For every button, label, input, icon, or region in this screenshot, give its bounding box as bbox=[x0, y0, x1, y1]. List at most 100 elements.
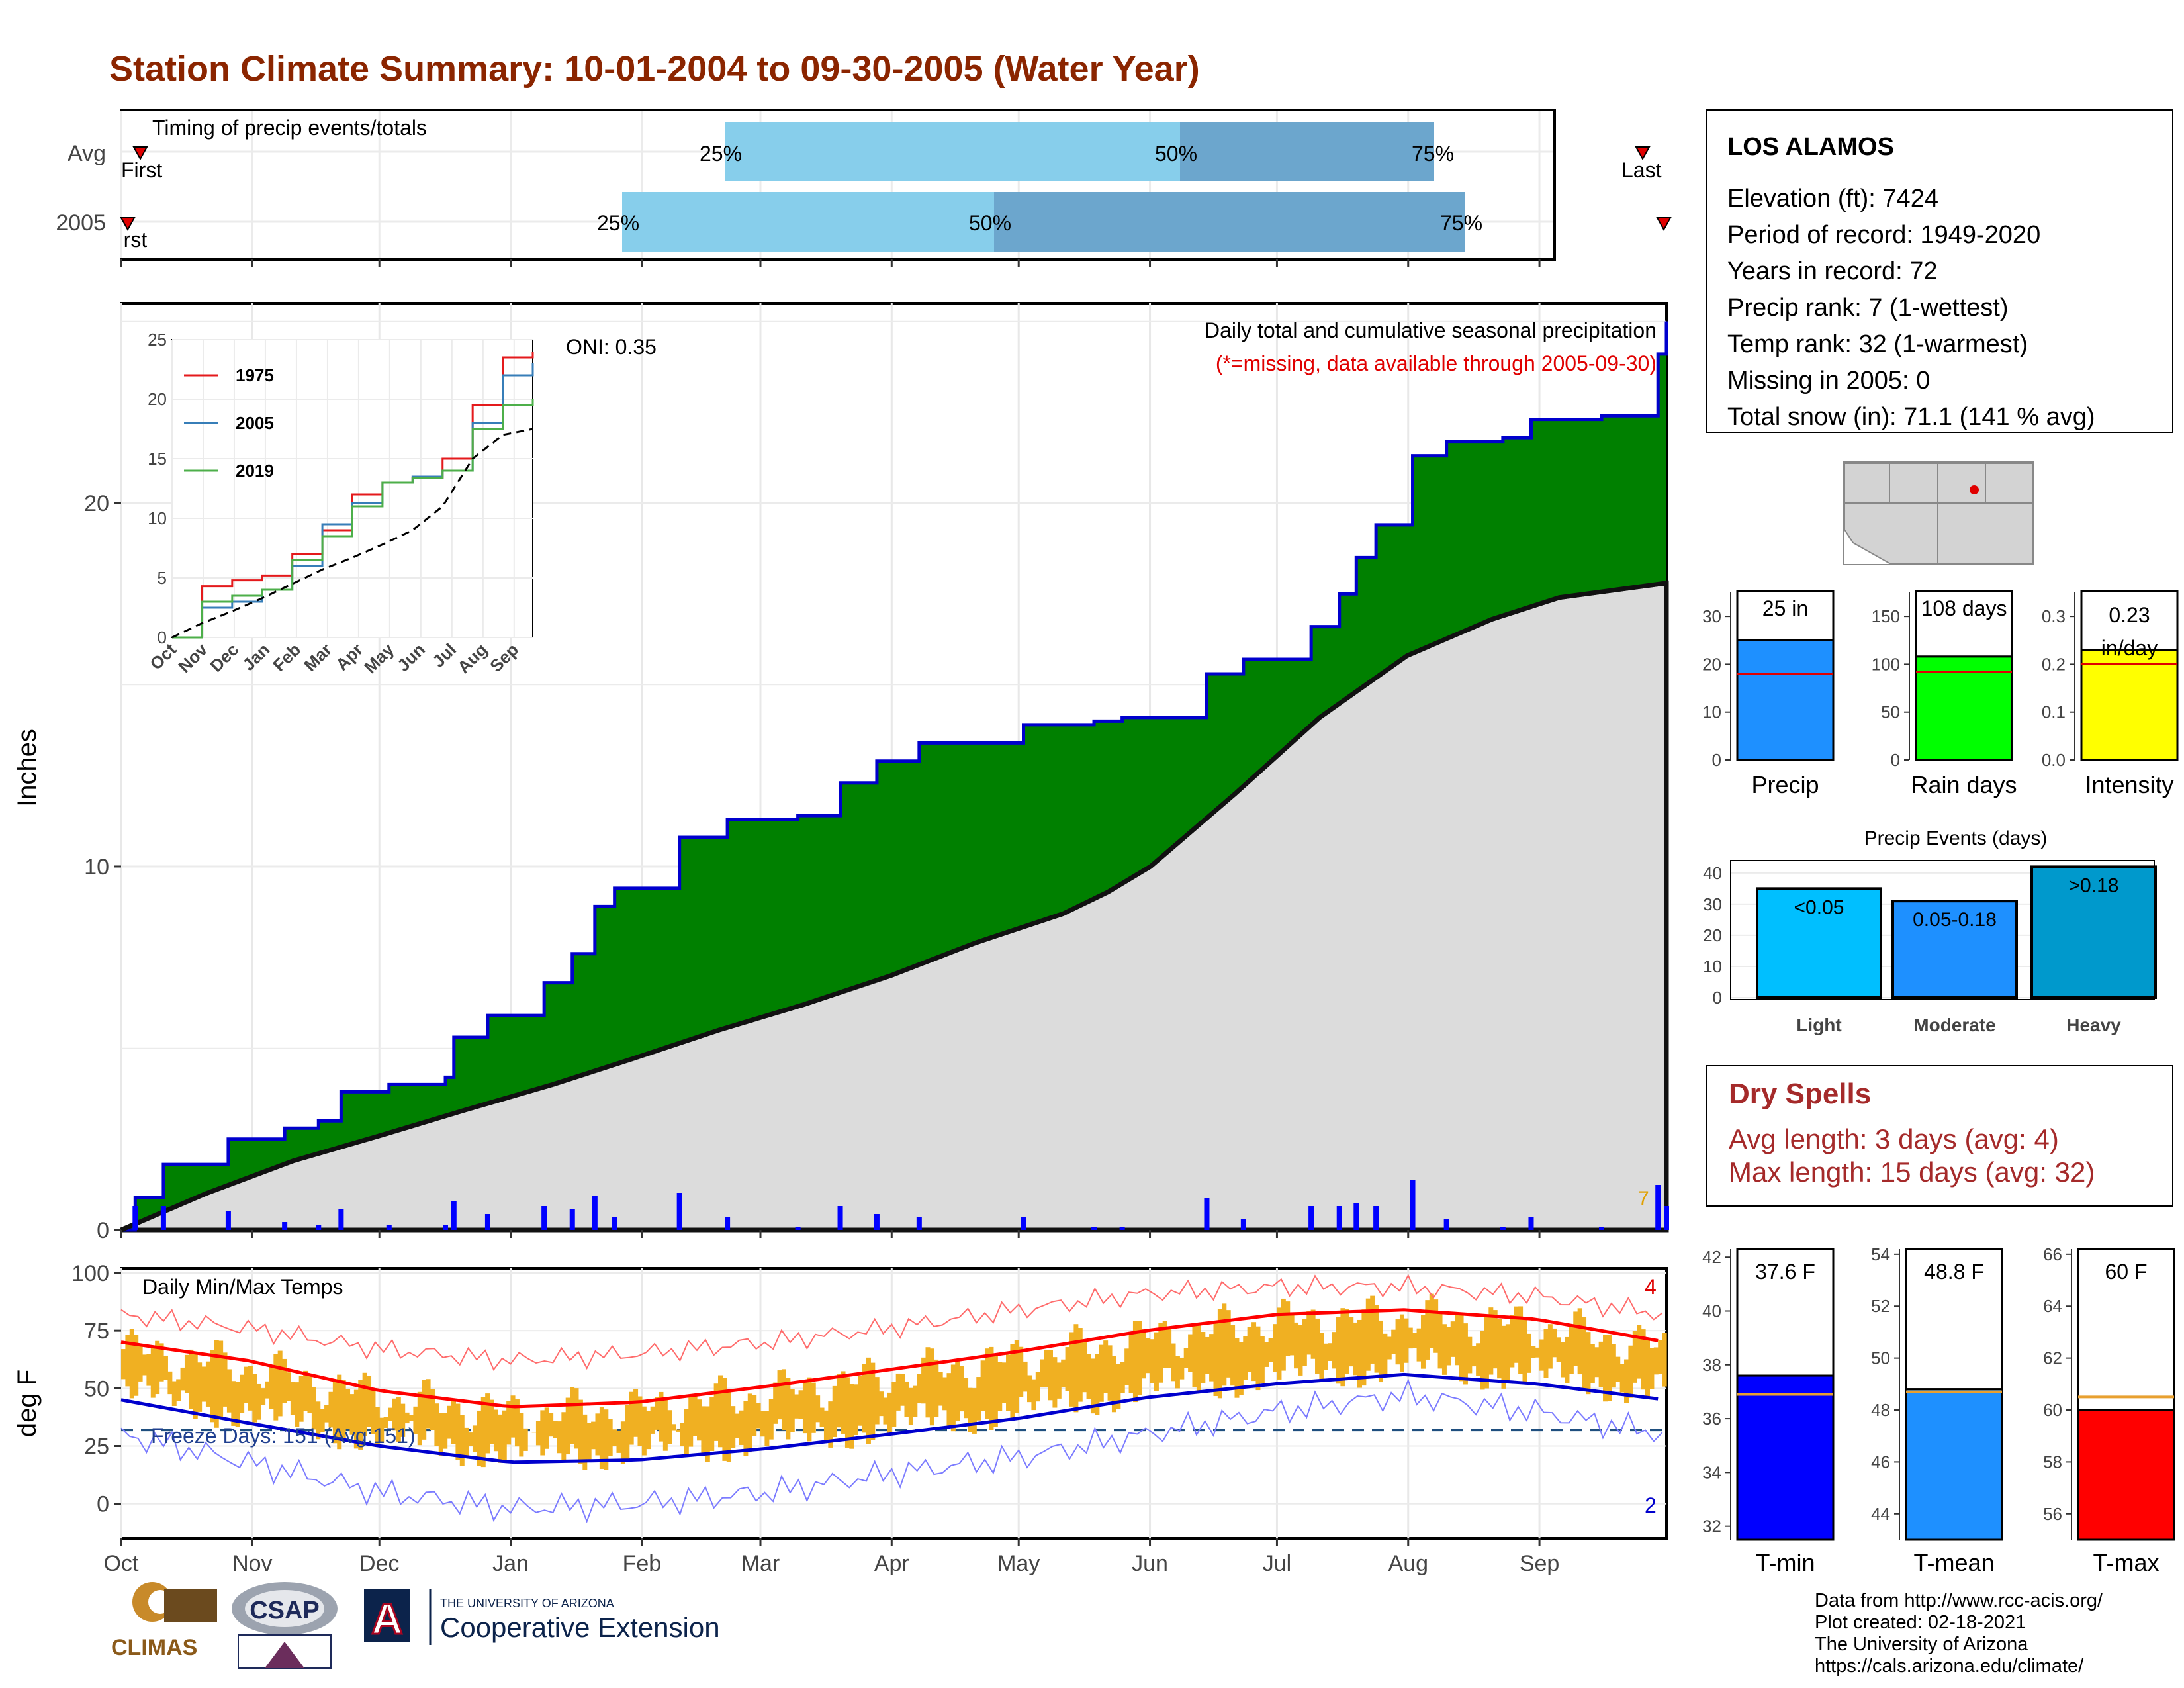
daily-temp-bar bbox=[256, 1383, 261, 1420]
temperature-panel: 0 25 50 75 100 Daily Min/Max Temps Freeze Da… bbox=[13, 1230, 1668, 1576]
timing-2005-bar-25-50 bbox=[622, 192, 994, 252]
month-label-sep: Sep bbox=[1520, 1551, 1560, 1576]
daily-precip-bar bbox=[1410, 1180, 1416, 1230]
daily-temp-bar bbox=[942, 1377, 948, 1411]
daily-temp-bar bbox=[1361, 1309, 1367, 1386]
daily-temp-bar bbox=[1611, 1344, 1616, 1388]
daily-temp-bar bbox=[430, 1389, 435, 1431]
temp-summary-category-2: T-max bbox=[2093, 1549, 2159, 1576]
daily-temp-bar bbox=[298, 1376, 304, 1422]
daily-temp-bar bbox=[1294, 1322, 1299, 1369]
daily-temp-bar bbox=[1154, 1332, 1159, 1391]
daily-temp-bar bbox=[324, 1405, 330, 1423]
daily-temp-bar bbox=[1217, 1309, 1222, 1399]
daily-max-label: 7 bbox=[1638, 1188, 1649, 1209]
daily-temp-bar bbox=[662, 1397, 668, 1451]
temp-summary-tick-0-3: 38 bbox=[1702, 1355, 1721, 1375]
daily-temp-bar bbox=[1344, 1309, 1349, 1374]
daily-temp-bar bbox=[1603, 1335, 1608, 1402]
station-line-years: Years in record: 72 bbox=[1727, 258, 1938, 285]
daily-temp-bar bbox=[1056, 1362, 1062, 1399]
precip-summary-category-1: Rain days bbox=[1911, 771, 2017, 798]
daily-temp-bar bbox=[1061, 1359, 1066, 1387]
daily-temp-bar bbox=[311, 1386, 316, 1430]
events-category-moderate: Moderate bbox=[1913, 1015, 1995, 1035]
daily-temp-bar bbox=[1561, 1342, 1566, 1378]
daily-temp-bar bbox=[434, 1403, 439, 1446]
daily-temp-bar bbox=[866, 1357, 871, 1444]
daily-temp-bar bbox=[341, 1380, 346, 1439]
daily-temp-bar bbox=[1158, 1323, 1163, 1383]
daily-temp-bar bbox=[1547, 1324, 1553, 1369]
daily-temp-bar bbox=[1111, 1356, 1116, 1413]
precip-summary-tick-0-1: 10 bbox=[1702, 702, 1721, 722]
daily-temp-bar bbox=[514, 1399, 520, 1447]
daily-temp-bar bbox=[713, 1383, 719, 1441]
inset-ytick-3: 15 bbox=[148, 449, 167, 469]
daily-temp-bar bbox=[1273, 1324, 1278, 1372]
daily-temp-bar bbox=[1404, 1318, 1409, 1363]
station-line-snow: Total snow (in): 71.1 (141 % avg) bbox=[1727, 403, 2095, 431]
timing-avg-bar-50-75 bbox=[1180, 122, 1434, 181]
dry-spells-title: Dry Spells bbox=[1729, 1078, 1871, 1110]
daily-temp-bar bbox=[337, 1374, 342, 1450]
temp-ylabel: deg F bbox=[13, 1370, 42, 1437]
daily-temp-bar bbox=[1395, 1319, 1400, 1365]
daily-temp-bar bbox=[938, 1372, 943, 1406]
daily-temp-bar bbox=[895, 1373, 901, 1411]
daily-temp-bar bbox=[946, 1373, 952, 1426]
credits: Data from http://www.rcc-acis.org/ Plot … bbox=[1815, 1590, 2103, 1677]
daily-temp-bar bbox=[777, 1370, 782, 1420]
timing-avg-first-marker bbox=[132, 146, 148, 161]
precip-summary-category-0: Precip bbox=[1751, 771, 1819, 798]
daily-temp-bar bbox=[358, 1380, 363, 1450]
timing-2005-last: Last bbox=[1643, 228, 1683, 252]
precip-summary-value-2: 0.23 bbox=[2109, 603, 2150, 627]
temp-summary-category-0: T-min bbox=[1756, 1549, 1815, 1576]
daily-precip-bar bbox=[1336, 1206, 1342, 1230]
precip-summary-tick-2-0: 0.0 bbox=[2042, 750, 2066, 770]
temp-ytick-label-1: 25 bbox=[84, 1434, 109, 1460]
daily-temp-bar bbox=[1040, 1359, 1045, 1387]
daily-temp-bar bbox=[1573, 1311, 1578, 1366]
timing-avg-last: Last bbox=[1621, 158, 1662, 182]
temp-summary-bars: 32 34 36 38 40 42 37.6 F T-min 44 46 48 50 52 54 48.8 … bbox=[1702, 1244, 2175, 1576]
daily-precip-bar bbox=[725, 1217, 731, 1230]
daily-temp-bar bbox=[608, 1419, 613, 1456]
daily-temp-bar bbox=[828, 1401, 833, 1448]
daily-temp-bar bbox=[197, 1362, 203, 1412]
timing-panel: Timing of precip events/totals Avg 2005 … bbox=[56, 109, 1683, 267]
daily-temp-bar bbox=[459, 1415, 465, 1466]
daily-temp-bar bbox=[688, 1397, 694, 1447]
temp-summary-tick-2-1: 58 bbox=[2043, 1452, 2062, 1472]
daily-temp-bar bbox=[1543, 1329, 1549, 1378]
daily-temp-bar bbox=[1539, 1339, 1545, 1371]
temp-ytick-label-2: 50 bbox=[84, 1376, 109, 1401]
temp-summary-tick-1-5: 54 bbox=[1871, 1244, 1890, 1264]
daily-temp-bar bbox=[989, 1346, 994, 1430]
daily-temp-bar bbox=[604, 1409, 609, 1470]
daily-temp-bar bbox=[1459, 1314, 1464, 1382]
daily-precip-bar bbox=[1021, 1217, 1026, 1230]
daily-temp-bar bbox=[422, 1380, 427, 1440]
avg-tmax-line bbox=[120, 1308, 1659, 1409]
main-chart-subtitle: (*=missing, data available through 2005-… bbox=[1216, 352, 1657, 375]
inset-line-2019 bbox=[172, 399, 534, 639]
daily-temp-bar bbox=[980, 1360, 985, 1411]
daily-temp-bar bbox=[917, 1374, 922, 1404]
daily-temp-bar bbox=[1023, 1361, 1028, 1392]
credit-line-1: Data from http://www.rcc-acis.org/ bbox=[1815, 1590, 2103, 1611]
temp-summary-tick-2-4: 64 bbox=[2043, 1296, 2062, 1316]
daily-temp-bar bbox=[277, 1350, 283, 1417]
daily-temp-bar bbox=[222, 1352, 228, 1407]
daily-temp-bar bbox=[273, 1354, 279, 1421]
timing-title: Timing of precip events/totals bbox=[152, 116, 427, 140]
daily-temp-bar bbox=[1243, 1336, 1248, 1380]
timing-2005-first-marker bbox=[120, 217, 136, 232]
timing-row-2005-label: 2005 bbox=[56, 211, 106, 236]
daily-temp-bar bbox=[510, 1395, 516, 1438]
daily-temp-bar bbox=[1319, 1333, 1324, 1380]
precip-summary-value-0: 25 in bbox=[1762, 596, 1808, 620]
daily-temp-bar bbox=[1476, 1343, 1481, 1376]
record-tmin-line bbox=[120, 1378, 1663, 1523]
